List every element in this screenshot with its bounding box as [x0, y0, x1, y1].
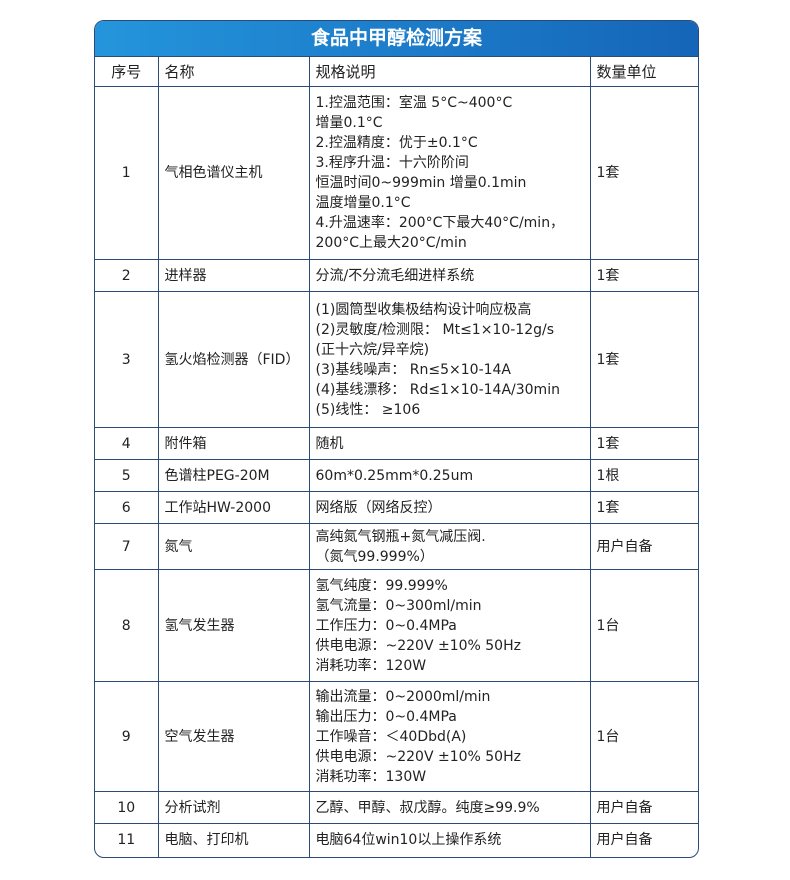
spec-line: 工作压力：0~0.4MPa	[315, 617, 457, 634]
row-number: 9	[95, 681, 159, 792]
scheme-table-container: 食品中甲醇检测方案 序号 名称 规格说明 数量单位 1 气相色谱仪主机 1.控温范围…	[94, 20, 699, 858]
table-row: 6 工作站HW-2000 网络版（网络反控） 1套	[95, 491, 698, 524]
item-spec: (1)圆筒型收集极结构设计响应极高 (2)灵敏度/检测限： Mt≤1×10-12g…	[308, 291, 591, 428]
table-row: 11 电脑、打印机 电脑64位win10以上操作系统 用户自备	[95, 823, 698, 857]
spec-line: （氮气99.999%）	[315, 548, 434, 565]
item-quantity: 1套	[589, 259, 698, 292]
item-spec: 高纯氮气钢瓶+氮气减压阀. （氮气99.999%）	[308, 523, 591, 570]
spec-line: 输出压力：0~0.4MPa	[315, 708, 457, 725]
table-row: 2 进样器 分流/不分流毛细进样系统 1套	[95, 259, 698, 292]
spec-line: 高纯氮气钢瓶+氮气减压阀.	[315, 528, 486, 545]
spec-line: 消耗功率：120W	[315, 657, 427, 674]
item-quantity: 用户自备	[589, 823, 698, 857]
item-spec: 输出流量：0~2000ml/min 输出压力：0~0.4MPa 工作噪音：＜40Db…	[308, 681, 591, 792]
spec-line: 分流/不分流毛细进样系统	[315, 267, 475, 284]
row-number: 11	[95, 823, 159, 857]
spec-line: 输出流量：0~2000ml/min	[315, 688, 491, 705]
item-quantity: 1套	[589, 427, 698, 460]
header-row: 序号 名称 规格说明 数量单位	[95, 56, 698, 87]
spec-line: (2)灵敏度/检测限： Mt≤1×10-12g/s	[315, 321, 555, 338]
table-row: 7 氮气 高纯氮气钢瓶+氮气减压阀. （氮气99.999%） 用户自备	[95, 523, 698, 570]
row-number: 8	[95, 569, 159, 682]
row-number: 3	[95, 291, 159, 428]
header-no: 序号	[95, 56, 159, 87]
item-quantity: 1台	[589, 681, 698, 792]
spec-line: 3.程序升温：十六阶阶间	[315, 155, 469, 171]
spec-line: 电脑64位win10以上操作系统	[315, 832, 502, 849]
item-name: 氢火焰检测器（FID）	[157, 291, 310, 428]
spec-line: 1.控温范围：室温 5°C~400°C	[315, 95, 513, 111]
spec-line: 供电电源：~220V ±10% 50Hz	[315, 637, 521, 654]
spec-line: 增量0.1°C	[315, 115, 383, 131]
item-quantity: 用户自备	[589, 523, 698, 570]
spec-line: (5)线性： ≥106	[315, 401, 421, 418]
item-name: 空气发生器	[157, 681, 310, 792]
spec-line: 恒温时间0~999min 增量0.1min	[315, 175, 527, 191]
item-quantity: 1套	[589, 86, 698, 260]
row-number: 7	[95, 523, 159, 570]
item-spec: 分流/不分流毛细进样系统	[308, 259, 591, 292]
row-number: 4	[95, 427, 159, 460]
item-name: 工作站HW-2000	[157, 491, 310, 524]
spec-line: 氢气流量：0~300ml/min	[315, 597, 482, 614]
item-name: 附件箱	[157, 427, 310, 460]
table-row: 3 氢火焰检测器（FID） (1)圆筒型收集极结构设计响应极高 (2)灵敏度/检测限：…	[95, 291, 698, 428]
spec-line: 温度增量0.1°C	[315, 195, 411, 211]
item-quantity: 1台	[589, 569, 698, 682]
item-spec: 1.控温范围：室温 5°C~400°C 增量0.1°C 2.控温精度：优于±0.1°…	[308, 86, 591, 260]
item-spec: 网络版（网络反控）	[308, 491, 591, 524]
spec-line: 消耗功率：130W	[315, 768, 427, 785]
item-quantity: 1根	[589, 459, 698, 492]
header-qty: 数量单位	[589, 56, 698, 87]
item-quantity: 1套	[589, 291, 698, 428]
table-row: 5 色谱柱PEG-20M 60m*0.25mm*0.25um 1根	[95, 459, 698, 492]
spec-line: (4)基线漂移： Rd≤1×10-14A/30min	[315, 381, 560, 398]
row-number: 1	[95, 86, 159, 260]
header-spec: 规格说明	[308, 56, 591, 87]
item-name: 氢气发生器	[157, 569, 310, 682]
item-spec: 随机	[308, 427, 591, 460]
scheme-table: 序号 名称 规格说明 数量单位 1 气相色谱仪主机 1.控温范围：室温 5°C~40…	[95, 56, 698, 857]
row-number: 10	[95, 791, 159, 824]
item-name: 气相色谱仪主机	[157, 86, 310, 260]
item-name: 进样器	[157, 259, 310, 292]
table-row: 9 空气发生器 输出流量：0~2000ml/min 输出压力：0~0.4MPa 工作噪音…	[95, 681, 698, 792]
item-name: 分析试剂	[157, 791, 310, 824]
item-spec: 氢气纯度：99.999% 氢气流量：0~300ml/min 工作压力：0~0.4MP…	[308, 569, 591, 682]
spec-line: 60m*0.25mm*0.25um	[315, 467, 474, 484]
table-row: 4 附件箱 随机 1套	[95, 427, 698, 460]
item-spec: 乙醇、甲醇、叔戊醇。纯度≥99.9%	[308, 791, 591, 824]
item-name: 色谱柱PEG-20M	[157, 459, 310, 492]
row-number: 6	[95, 491, 159, 524]
table-title: 食品中甲醇检测方案	[95, 21, 698, 56]
spec-line: (1)圆筒型收集极结构设计响应极高	[315, 301, 532, 318]
spec-line: 4.升温速率：200°C下最大40°C/min，	[315, 215, 565, 231]
spec-line: (3)基线噪声： Rn≤5×10-14A	[315, 361, 512, 378]
spec-line: 200°C上最大20°C/min	[315, 235, 467, 251]
item-spec: 电脑64位win10以上操作系统	[308, 823, 591, 857]
spec-line: 2.控温精度：优于±0.1°C	[315, 135, 478, 151]
table-row: 8 氢气发生器 氢气纯度：99.999% 氢气流量：0~300ml/min 工作压力：0…	[95, 569, 698, 682]
spec-line: 乙醇、甲醇、叔戊醇。纯度≥99.9%	[315, 799, 540, 816]
spec-line: 工作噪音：＜40Dbd(A)	[315, 728, 467, 745]
table-row: 10 分析试剂 乙醇、甲醇、叔戊醇。纯度≥99.9% 用户自备	[95, 791, 698, 824]
item-quantity: 1套	[589, 491, 698, 524]
row-number: 2	[95, 259, 159, 292]
row-number: 5	[95, 459, 159, 492]
item-name: 电脑、打印机	[157, 823, 310, 857]
header-name: 名称	[157, 56, 310, 87]
spec-line: 供电电源：~220V ±10% 50Hz	[315, 748, 521, 765]
spec-line: 氢气纯度：99.999%	[315, 577, 448, 594]
table-row: 1 气相色谱仪主机 1.控温范围：室温 5°C~400°C 增量0.1°C 2.控温精度…	[95, 86, 698, 260]
spec-line: (正十六烷/异辛烷)	[315, 341, 430, 358]
item-quantity: 用户自备	[589, 791, 698, 824]
spec-line: 随机	[315, 435, 344, 452]
item-name: 氮气	[157, 523, 310, 570]
item-spec: 60m*0.25mm*0.25um	[308, 459, 591, 492]
spec-line: 网络版（网络反控）	[315, 499, 442, 516]
